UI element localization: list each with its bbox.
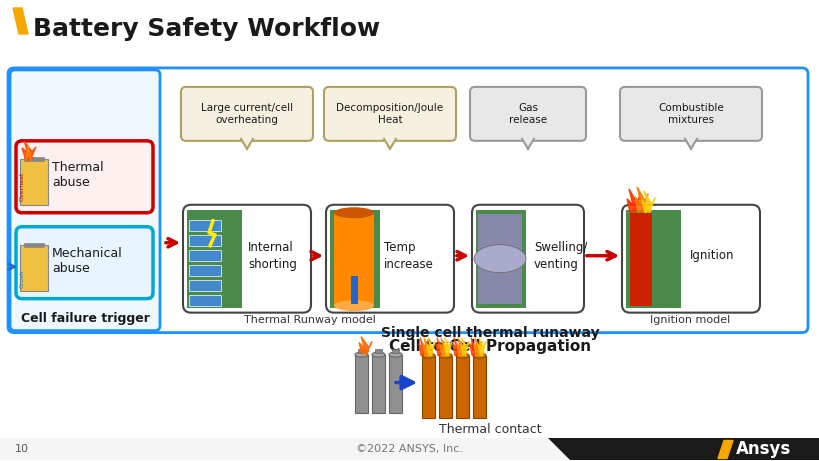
Bar bbox=[188, 250, 221, 261]
FancyBboxPatch shape bbox=[472, 205, 583, 313]
Polygon shape bbox=[473, 337, 482, 355]
Bar bbox=[329, 210, 379, 307]
Polygon shape bbox=[641, 191, 654, 213]
Text: Large current/cell
overheating: Large current/cell overheating bbox=[201, 103, 292, 125]
FancyBboxPatch shape bbox=[326, 205, 454, 313]
Text: Ignition model: Ignition model bbox=[649, 315, 729, 325]
FancyBboxPatch shape bbox=[324, 87, 455, 141]
Text: Overheat: Overheat bbox=[20, 171, 25, 201]
Text: Temp
increase: Temp increase bbox=[383, 241, 433, 271]
Polygon shape bbox=[419, 337, 427, 355]
Text: Cell failure trigger: Cell failure trigger bbox=[20, 312, 149, 325]
Text: Swelling/
venting: Swelling/ venting bbox=[533, 241, 586, 271]
Bar bbox=[391, 349, 399, 353]
Polygon shape bbox=[26, 146, 31, 161]
Bar bbox=[188, 265, 221, 276]
Bar bbox=[20, 245, 48, 291]
FancyBboxPatch shape bbox=[181, 87, 313, 141]
Text: Combustible
mixtures: Combustible mixtures bbox=[658, 103, 723, 125]
Bar bbox=[0, 438, 819, 461]
Bar bbox=[473, 355, 486, 418]
Bar bbox=[188, 280, 221, 291]
FancyBboxPatch shape bbox=[619, 87, 761, 141]
Text: Thermal Runway model: Thermal Runway model bbox=[244, 315, 375, 325]
Ellipse shape bbox=[355, 352, 368, 357]
Bar bbox=[188, 220, 221, 231]
Text: Ansys: Ansys bbox=[735, 440, 790, 459]
Bar bbox=[24, 243, 44, 247]
Ellipse shape bbox=[333, 207, 373, 218]
Bar bbox=[477, 214, 522, 304]
FancyBboxPatch shape bbox=[8, 68, 807, 333]
Bar bbox=[372, 355, 385, 413]
Bar bbox=[475, 210, 525, 307]
Polygon shape bbox=[423, 337, 431, 355]
Bar bbox=[351, 276, 358, 304]
Polygon shape bbox=[22, 141, 36, 161]
Bar bbox=[24, 157, 44, 161]
Bar bbox=[187, 210, 242, 307]
Polygon shape bbox=[469, 337, 477, 355]
Bar bbox=[629, 213, 651, 306]
Polygon shape bbox=[241, 139, 253, 149]
Polygon shape bbox=[383, 139, 396, 149]
FancyBboxPatch shape bbox=[183, 205, 310, 313]
Text: Mechanical
abuse: Mechanical abuse bbox=[52, 247, 123, 275]
Polygon shape bbox=[427, 337, 434, 355]
Polygon shape bbox=[477, 337, 486, 355]
Bar bbox=[455, 355, 468, 418]
Polygon shape bbox=[13, 8, 28, 34]
Bar bbox=[20, 159, 48, 205]
Bar bbox=[438, 355, 451, 418]
Text: 10: 10 bbox=[15, 444, 29, 455]
Text: Gas
release: Gas release bbox=[509, 103, 546, 125]
Text: Crush: Crush bbox=[20, 269, 25, 288]
Polygon shape bbox=[443, 337, 451, 355]
Ellipse shape bbox=[473, 353, 486, 358]
Polygon shape bbox=[460, 337, 468, 355]
FancyBboxPatch shape bbox=[469, 87, 586, 141]
Bar bbox=[422, 355, 434, 418]
Polygon shape bbox=[436, 337, 443, 355]
FancyBboxPatch shape bbox=[16, 141, 153, 213]
Polygon shape bbox=[452, 337, 460, 355]
Polygon shape bbox=[627, 189, 639, 213]
Polygon shape bbox=[440, 337, 447, 355]
Text: Thermal
abuse: Thermal abuse bbox=[52, 161, 103, 189]
Ellipse shape bbox=[438, 353, 451, 358]
Polygon shape bbox=[547, 438, 819, 461]
Text: Single cell thermal runaway: Single cell thermal runaway bbox=[380, 325, 599, 340]
Ellipse shape bbox=[372, 352, 385, 357]
Bar bbox=[188, 235, 221, 246]
Polygon shape bbox=[522, 139, 533, 149]
Bar bbox=[388, 355, 401, 413]
Bar bbox=[333, 213, 373, 306]
Ellipse shape bbox=[333, 300, 373, 311]
Polygon shape bbox=[684, 139, 696, 149]
Ellipse shape bbox=[422, 353, 434, 358]
Bar bbox=[355, 355, 368, 413]
Bar bbox=[374, 349, 382, 353]
Ellipse shape bbox=[473, 245, 525, 273]
Text: Cell to Cell Propagation: Cell to Cell Propagation bbox=[388, 339, 590, 354]
FancyBboxPatch shape bbox=[10, 70, 160, 331]
Text: Internal
shorting: Internal shorting bbox=[247, 241, 296, 271]
Text: ©2022 ANSYS, Inc.: ©2022 ANSYS, Inc. bbox=[356, 444, 463, 455]
Polygon shape bbox=[359, 337, 372, 355]
Bar bbox=[188, 295, 221, 306]
Ellipse shape bbox=[455, 353, 468, 358]
Text: Thermal contact: Thermal contact bbox=[438, 423, 541, 436]
Text: Battery Safety Workflow: Battery Safety Workflow bbox=[33, 17, 380, 41]
Text: Decomposition/Joule
Heat: Decomposition/Joule Heat bbox=[336, 103, 443, 125]
Polygon shape bbox=[634, 187, 647, 213]
Ellipse shape bbox=[388, 352, 401, 357]
Polygon shape bbox=[717, 441, 732, 459]
Polygon shape bbox=[456, 337, 464, 355]
FancyBboxPatch shape bbox=[16, 227, 153, 299]
Bar bbox=[358, 349, 364, 353]
Bar bbox=[625, 210, 680, 307]
Text: Ignition: Ignition bbox=[689, 249, 734, 262]
FancyBboxPatch shape bbox=[622, 205, 759, 313]
